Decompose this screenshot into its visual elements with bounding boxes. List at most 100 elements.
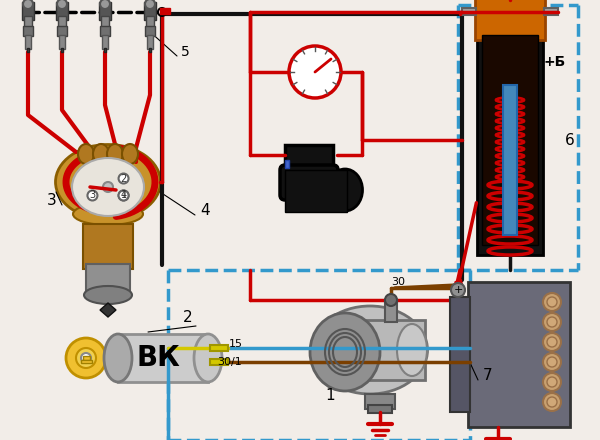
Circle shape <box>145 0 155 9</box>
Circle shape <box>547 377 557 387</box>
Text: 5: 5 <box>181 45 190 59</box>
Circle shape <box>543 373 561 391</box>
Bar <box>385 302 397 322</box>
Ellipse shape <box>194 334 222 382</box>
Bar <box>23 26 33 36</box>
Circle shape <box>103 182 113 192</box>
Circle shape <box>451 283 465 297</box>
Ellipse shape <box>104 334 132 382</box>
Circle shape <box>547 357 557 367</box>
Text: +: + <box>454 285 463 295</box>
Bar <box>482 35 538 245</box>
Circle shape <box>543 333 561 351</box>
Circle shape <box>119 191 128 201</box>
Bar <box>285 145 333 173</box>
Polygon shape <box>100 303 116 317</box>
Ellipse shape <box>122 144 138 164</box>
Bar <box>27 48 29 52</box>
Bar <box>24 16 32 28</box>
Bar <box>365 394 395 409</box>
Bar <box>59 35 65 49</box>
Circle shape <box>23 0 33 9</box>
Circle shape <box>76 348 96 368</box>
Ellipse shape <box>93 144 109 164</box>
Circle shape <box>81 353 91 363</box>
Circle shape <box>547 337 557 347</box>
Bar <box>285 170 347 212</box>
Bar <box>101 16 109 28</box>
Bar <box>22 2 34 20</box>
Text: 7: 7 <box>483 367 493 382</box>
Circle shape <box>547 397 557 407</box>
Text: 4: 4 <box>200 202 210 217</box>
Bar <box>450 297 470 412</box>
Bar <box>345 320 425 380</box>
Bar <box>104 48 106 52</box>
Circle shape <box>57 0 67 9</box>
Circle shape <box>547 297 557 307</box>
Bar <box>285 160 289 168</box>
Circle shape <box>547 317 557 327</box>
Bar <box>81 360 92 363</box>
Circle shape <box>543 313 561 331</box>
Ellipse shape <box>56 144 161 220</box>
Text: ВК: ВК <box>136 344 180 372</box>
Text: 2: 2 <box>121 173 127 183</box>
Circle shape <box>100 0 110 9</box>
Ellipse shape <box>107 144 123 164</box>
Bar <box>56 2 68 20</box>
Bar <box>83 356 90 360</box>
Circle shape <box>543 353 561 371</box>
Circle shape <box>385 294 397 306</box>
Bar <box>100 26 110 36</box>
Bar <box>475 0 545 40</box>
Bar <box>25 35 31 49</box>
Bar <box>210 359 228 365</box>
Bar <box>544 8 558 15</box>
Text: 6: 6 <box>565 132 575 147</box>
Ellipse shape <box>328 169 362 211</box>
Ellipse shape <box>310 313 380 391</box>
Bar <box>147 35 153 49</box>
Bar <box>58 16 66 28</box>
Text: +Б: +Б <box>544 55 566 69</box>
Bar <box>61 48 63 52</box>
Bar <box>149 48 151 52</box>
Ellipse shape <box>73 203 143 225</box>
Ellipse shape <box>84 286 132 304</box>
Ellipse shape <box>78 144 94 164</box>
Ellipse shape <box>72 158 144 216</box>
Circle shape <box>119 191 128 201</box>
Bar <box>144 2 156 20</box>
Bar <box>145 26 155 36</box>
Bar <box>99 2 111 20</box>
Circle shape <box>88 191 97 201</box>
Bar <box>86 264 130 292</box>
Ellipse shape <box>397 324 427 376</box>
Text: 1: 1 <box>325 388 335 403</box>
Circle shape <box>543 293 561 311</box>
Bar <box>118 334 208 382</box>
FancyBboxPatch shape <box>280 165 338 200</box>
Circle shape <box>119 173 128 183</box>
Circle shape <box>158 8 166 16</box>
Circle shape <box>289 46 341 98</box>
Text: 3: 3 <box>89 191 95 201</box>
Bar <box>102 35 108 49</box>
Text: 30/1: 30/1 <box>218 357 242 367</box>
Text: 4: 4 <box>121 191 127 201</box>
Bar <box>160 8 170 14</box>
Bar <box>462 8 476 15</box>
Bar <box>468 282 570 427</box>
Bar <box>368 405 392 413</box>
Text: 1: 1 <box>121 191 127 201</box>
Bar <box>57 26 67 36</box>
Text: 2: 2 <box>183 311 193 326</box>
Text: 3: 3 <box>47 193 57 208</box>
Circle shape <box>543 393 561 411</box>
Text: 15: 15 <box>229 339 243 349</box>
Circle shape <box>66 338 106 378</box>
Bar <box>83 224 133 269</box>
Bar <box>210 345 228 351</box>
Bar <box>477 30 543 255</box>
